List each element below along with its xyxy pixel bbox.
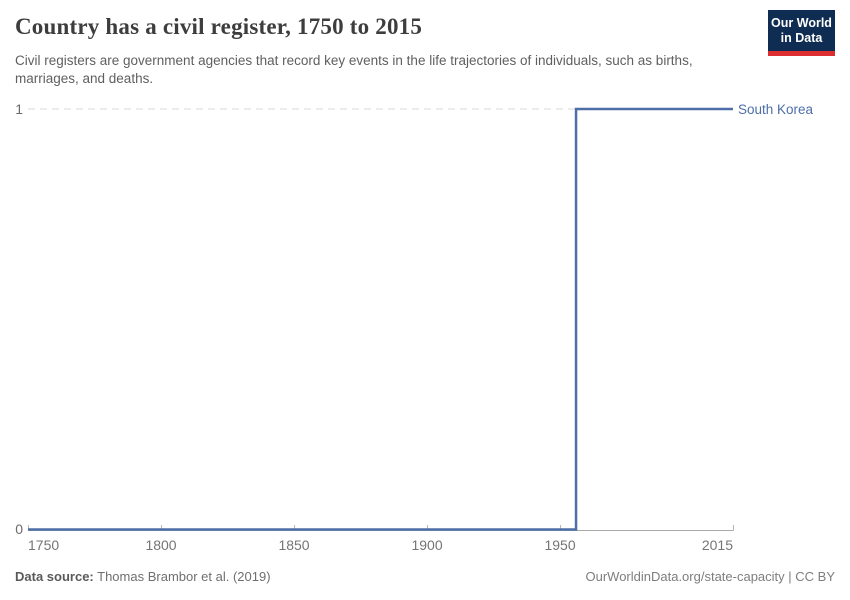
y-tick-label: 0 — [15, 521, 23, 537]
owid-logo-line2: in Data — [780, 31, 823, 45]
x-tick-label: 1900 — [411, 537, 443, 553]
data-source: Data source: Thomas Brambor et al. (2019… — [15, 568, 271, 586]
entity-label: South Korea — [738, 102, 814, 117]
x-tick-label: 1850 — [278, 537, 310, 553]
chart-subtitle: Civil registers are government agencies … — [15, 53, 693, 86]
credit-line: OurWorldinData.org/state-capacity | CC B… — [585, 569, 835, 584]
data-source-label: Data source: — [15, 569, 94, 584]
x-tick-label: 2015 — [701, 537, 733, 553]
x-tick-label: 1800 — [145, 537, 177, 553]
series-line — [28, 107, 733, 531]
x-tick-label: 1950 — [544, 537, 576, 553]
owid-logo-line1: Our World — [771, 16, 832, 30]
y-tick-label: 1 — [15, 101, 23, 117]
x-tick-label: 1750 — [28, 537, 60, 553]
data-source-value: Thomas Brambor et al. (2019) — [97, 569, 271, 584]
chart-footer: Data source: Thomas Brambor et al. (2019… — [15, 568, 835, 586]
owid-logo: Our World in Data — [768, 10, 835, 56]
chart-title: Country has a civil register, 1750 to 20… — [15, 14, 423, 39]
